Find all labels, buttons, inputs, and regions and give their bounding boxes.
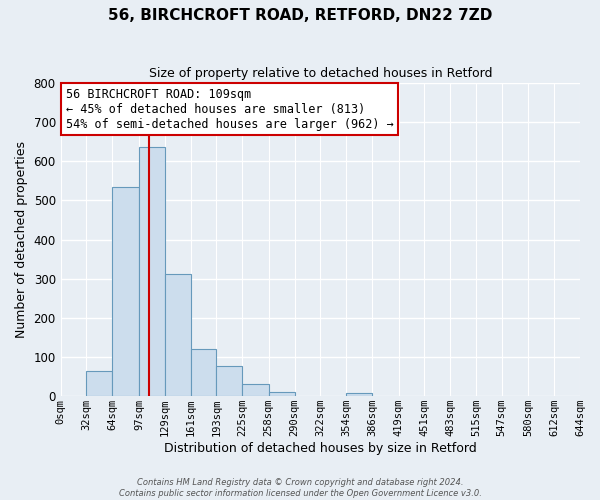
Bar [346, 393, 372, 396]
Bar [191, 349, 217, 396]
Bar [86, 370, 112, 396]
X-axis label: Distribution of detached houses by size in Retford: Distribution of detached houses by size … [164, 442, 477, 455]
Text: 56, BIRCHCROFT ROAD, RETFORD, DN22 7ZD: 56, BIRCHCROFT ROAD, RETFORD, DN22 7ZD [108, 8, 492, 22]
Y-axis label: Number of detached properties: Number of detached properties [15, 141, 28, 338]
Title: Size of property relative to detached houses in Retford: Size of property relative to detached ho… [149, 68, 492, 80]
Bar [164, 274, 191, 396]
Bar [242, 384, 269, 396]
Bar [269, 392, 295, 396]
Bar [139, 147, 164, 396]
Text: 56 BIRCHCROFT ROAD: 109sqm
← 45% of detached houses are smaller (813)
54% of sem: 56 BIRCHCROFT ROAD: 109sqm ← 45% of deta… [66, 88, 394, 131]
Bar [217, 366, 242, 396]
Bar [112, 187, 139, 396]
Text: Contains HM Land Registry data © Crown copyright and database right 2024.
Contai: Contains HM Land Registry data © Crown c… [119, 478, 481, 498]
